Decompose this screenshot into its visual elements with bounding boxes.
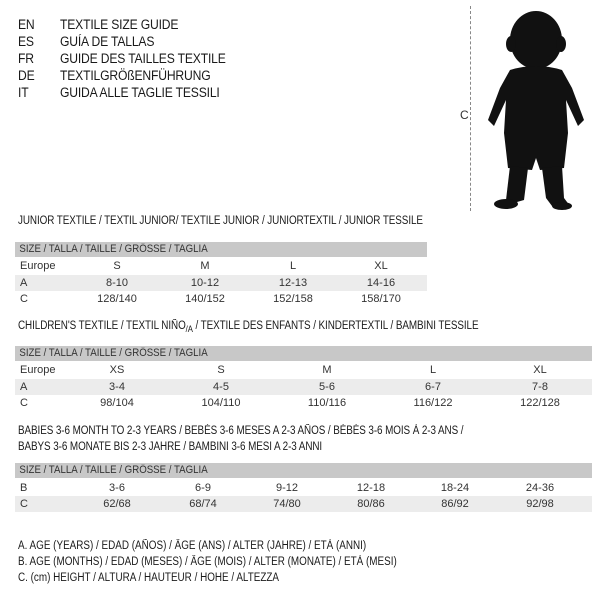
table-cell: 24-36 [525,482,555,494]
table-cell: S [113,260,121,272]
table-cell: 116/122 [413,397,453,409]
row-label: C [20,293,28,305]
table-cell: 74/80 [273,498,301,510]
lang-title: GUÍA DE TALLAS [60,34,155,49]
height-measure-line [470,6,473,211]
table-cell: 86/92 [441,498,469,510]
children-table-title: CHILDREN'S TEXTILE / TEXTIL NIÑO/A / TEX… [18,320,479,334]
table-row: Europe XS S M L XL [15,362,592,378]
table-cell: 110/116 [307,397,347,409]
junior-table-title: JUNIOR TEXTILE / TEXTIL JUNIOR/ TEXTILE … [18,215,423,227]
table-cell: S [217,364,225,376]
table-cell: M [200,260,210,272]
table-cell: L [429,364,437,376]
title-main: CHILDREN'S TEXTILE / TEXTIL NIÑO [18,320,186,332]
title-rest: / TEXTILE DES ENFANTS / KINDERTEXTIL / B… [192,320,479,332]
row-label: Europe [20,260,56,272]
table-cell: 98/104 [100,397,134,409]
table-row: B 3-6 6-9 9-12 12-18 18-24 24-36 [15,480,592,496]
table-cell: 14-16 [366,277,396,289]
table-cell: 12-13 [278,277,308,289]
table-cell: 5-6 [319,381,335,393]
lang-code: ES [18,34,34,49]
lang-title: TEXTILE SIZE GUIDE [60,17,179,32]
table-cell: 140/152 [185,293,225,305]
table-row: Europe S M L XL [15,258,427,274]
table-header: SIZE / TALLA / TAILLE / GRÖSSE / TAGLIA [15,346,592,361]
row-label: C [20,498,28,510]
babies-table-title-line2: BABYS 3-6 MONATE BIS 2-3 JAHRE / BAMBINI… [18,441,323,453]
height-label: C [460,108,469,122]
babies-table-title-line1: BABIES 3-6 MONTH TO 2-3 YEARS / BEBÉS 3-… [18,425,464,437]
table-header: SIZE / TALLA / TAILLE / GRÖSSE / TAGLIA [15,242,427,257]
table-row: A 3-4 4-5 5-6 6-7 7-8 [15,379,592,395]
lang-title: GUIDE DES TAILLES TEXTILE [60,51,226,66]
table-row: C 128/140 140/152 152/158 158/170 [15,291,427,307]
table-cell: 12-18 [356,482,386,494]
table-cell: L [289,260,297,272]
table-cell: XL [533,364,547,376]
table-cell: 3-4 [109,381,125,393]
table-cell: XL [374,260,388,272]
row-label: B [20,482,28,494]
table-row: A 8-10 10-12 12-13 14-16 [15,275,427,291]
table-cell: 8-10 [105,277,129,289]
legend-item-a: A. AGE (YEARS) / EDAD (AÑOS) / ÂGE (ANS)… [18,540,367,552]
table-cell: 6-7 [425,381,441,393]
table-cell: 122/128 [520,397,560,409]
row-label: A [20,277,28,289]
size-header: SIZE / TALLA / TAILLE / GRÖSSE / TAGLIA [19,347,208,359]
row-label: Europe [20,364,56,376]
lang-code: DE [18,68,35,83]
row-label: C [20,397,28,409]
table-header: SIZE / TALLA / TAILLE / GRÖSSE / TAGLIA [15,463,592,478]
table-cell: 152/158 [273,293,313,305]
table-cell: 9-12 [275,482,299,494]
table-cell: 6-9 [195,482,211,494]
size-header: SIZE / TALLA / TAILLE / GRÖSSE / TAGLIA [19,464,208,476]
table-cell: 158/170 [361,293,401,305]
table-cell: 3-6 [109,482,125,494]
table-row: C 62/68 68/74 74/80 80/86 86/92 92/98 [15,496,592,512]
table-row: C 98/104 104/110 110/116 116/122 122/128 [15,395,592,411]
child-silhouette-icon [488,11,584,210]
lang-code: EN [18,17,35,32]
table-cell: 68/74 [189,498,217,510]
lang-code: IT [18,85,29,100]
table-cell: 92/98 [526,498,554,510]
table-cell: 4-5 [213,381,229,393]
lang-title: TEXTILGRÖßENFÜHRUNG [60,68,211,83]
lang-code: FR [18,51,34,66]
legend-item-b: B. AGE (MONTHS) / EDAD (MESES) / ÂGE (MO… [18,556,397,568]
size-header: SIZE / TALLA / TAILLE / GRÖSSE / TAGLIA [19,243,208,255]
table-cell: 62/68 [103,498,131,510]
table-cell: 18-24 [440,482,470,494]
lang-title: GUIDA ALLE TAGLIE TESSILI [60,85,220,100]
table-cell: M [322,364,332,376]
table-cell: 80/86 [357,498,385,510]
legend-item-c: C. (cm) HEIGHT / ALTURA / HAUTEUR / HÖHE… [18,572,280,584]
row-label: A [20,381,28,393]
table-cell: 7-8 [532,381,548,393]
table-cell: 10-12 [190,277,220,289]
table-cell: 128/140 [97,293,137,305]
table-cell: 104/110 [201,397,241,409]
title-subscript: /A [185,324,193,334]
table-cell: XS [109,364,125,376]
